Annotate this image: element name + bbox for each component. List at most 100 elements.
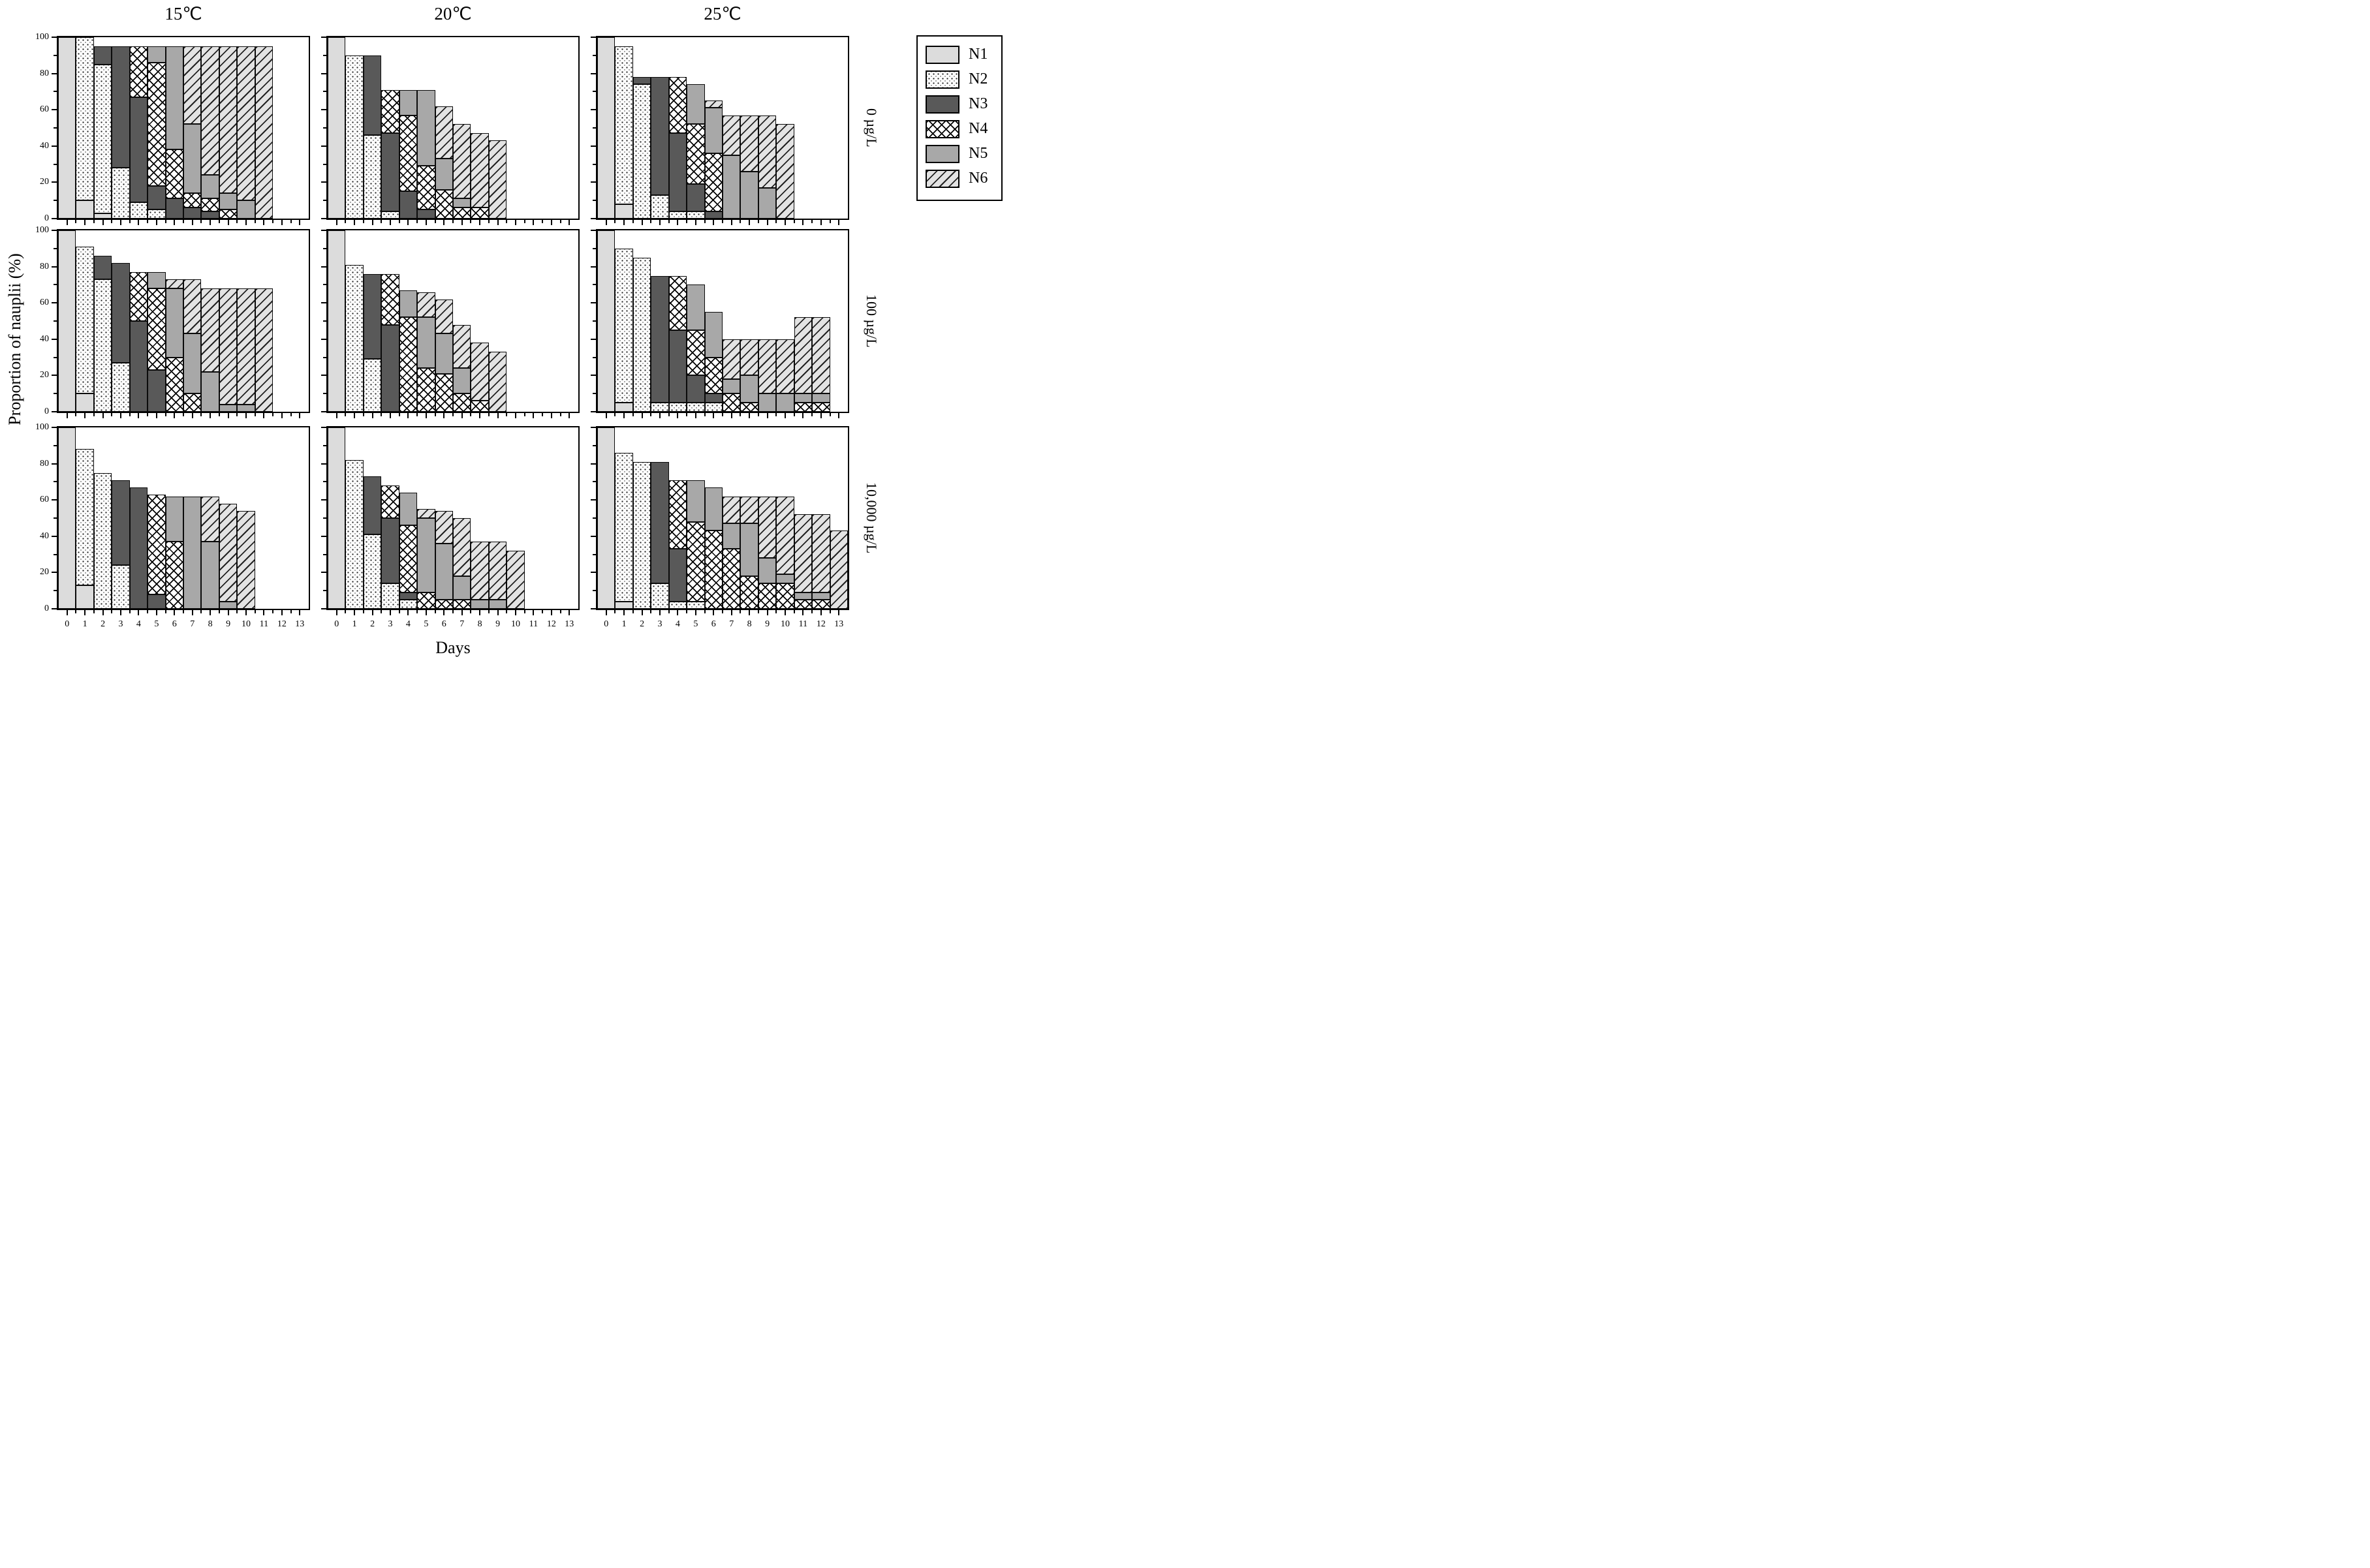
y-minor-tick (54, 553, 57, 555)
bar-day4-segment-n3 (668, 549, 687, 602)
bar-day11-segment-n6 (255, 288, 273, 412)
bar-day11-segment-n6 (255, 46, 273, 219)
bar-day6-segment-n5 (435, 333, 453, 374)
x-minor-tick (362, 610, 364, 613)
x-major-tick (354, 413, 356, 418)
bar-day5-segment-n4 (148, 494, 166, 594)
x-minor-tick (542, 413, 544, 416)
y-major-tick (591, 463, 596, 465)
bar-day3-segment-n2 (112, 168, 130, 219)
x-major-tick (102, 413, 104, 418)
x-tick-label: 6 (441, 619, 446, 629)
y-tick-label: 80 (40, 68, 49, 78)
x-minor-tick (236, 610, 238, 613)
x-minor-tick (740, 220, 741, 223)
x-minor-tick (129, 413, 131, 416)
x-major-tick (191, 610, 193, 615)
x-minor-tick (345, 220, 347, 223)
x-minor-tick (740, 413, 741, 416)
bar-day9-segment-n6 (758, 115, 777, 188)
x-minor-tick (290, 610, 292, 613)
x-minor-tick (488, 610, 490, 613)
legend-item-n3: N3 (926, 94, 995, 114)
x-major-tick (299, 413, 301, 418)
x-major-tick (785, 413, 786, 418)
y-minor-tick (593, 356, 596, 358)
bar-day4-segment-n4 (399, 115, 418, 192)
bar-day4-segment-n2 (399, 600, 418, 609)
bar-day5-segment-n5 (687, 84, 705, 125)
x-minor-tick (632, 413, 634, 416)
y-major-tick (591, 218, 596, 219)
x-major-tick (641, 413, 643, 418)
bar-day7-segment-n5 (453, 368, 471, 394)
x-minor-tick (200, 220, 202, 223)
bar-day6-segment-n4 (704, 530, 723, 609)
x-major-tick (371, 220, 373, 225)
legend-label: N5 (969, 145, 988, 162)
y-minor-tick (593, 444, 596, 446)
x-tick-label: 4 (136, 619, 141, 629)
x-minor-tick (488, 413, 490, 416)
y-minor-tick (54, 517, 57, 519)
x-major-tick (138, 220, 140, 225)
bar-day7-segment-n6 (453, 124, 471, 199)
x-major-tick (227, 610, 229, 615)
bar-day8-segment-n5 (740, 375, 758, 403)
bar-day7-segment-n6 (723, 339, 741, 379)
bar-day7-segment-n5 (723, 523, 741, 549)
bar-day9-segment-n6 (488, 140, 507, 219)
x-minor-tick (523, 220, 525, 223)
y-major-tick (52, 499, 57, 501)
x-tick-label: 9 (495, 619, 501, 629)
bar-day5-segment-n2 (148, 209, 166, 219)
bar-day10-segment-n6 (776, 339, 794, 394)
bar-day8-segment-n5 (740, 523, 758, 576)
x-major-tick (155, 610, 157, 615)
x-major-tick (227, 220, 229, 225)
y-minor-tick (323, 247, 326, 249)
legend-swatch-n4-pattern-icon (926, 119, 959, 138)
x-tick-label: 0 (334, 619, 339, 629)
bar-day11-segment-n6 (794, 317, 813, 394)
x-tick-label: 1 (621, 619, 627, 629)
y-minor-tick (323, 553, 326, 555)
x-major-tick (749, 413, 751, 418)
y-major-tick (52, 338, 57, 340)
bar-day5-segment-n3 (148, 185, 166, 210)
y-major-tick (52, 181, 57, 183)
y-minor-tick (54, 320, 57, 322)
x-minor-tick (740, 610, 741, 613)
x-major-tick (155, 413, 157, 418)
bar-day11-segment-n4 (794, 403, 813, 412)
x-major-tick (641, 220, 643, 225)
y-minor-tick (593, 553, 596, 555)
x-minor-tick (236, 220, 238, 223)
bar-day6-segment-n4 (704, 153, 723, 211)
x-major-tick (659, 413, 661, 418)
row-label-1: 0 µg/L (864, 108, 880, 147)
legend-label: N6 (969, 170, 988, 187)
x-tick-label: 10 (511, 619, 520, 629)
y-major-tick (591, 427, 596, 428)
x-major-tick (569, 220, 570, 225)
x-minor-tick (75, 220, 77, 223)
legend-item-n4: N4 (926, 119, 995, 139)
bar-day9-segment-n5 (758, 187, 777, 219)
x-major-tick (569, 610, 570, 615)
bar-day6-segment-n5 (435, 543, 453, 600)
x-minor-tick (632, 220, 634, 223)
y-minor-tick (593, 320, 596, 322)
bar-day7-segment-n6 (183, 279, 202, 334)
x-minor-tick (111, 413, 113, 416)
x-major-tick (785, 220, 786, 225)
x-major-tick (802, 220, 804, 225)
y-major-tick (591, 572, 596, 574)
bar-day9-segment-n5 (219, 404, 238, 412)
y-major-tick (591, 499, 596, 501)
bar-day9-segment-n4 (758, 583, 777, 609)
bar-day12-segment-n4 (812, 600, 830, 609)
bar-day5-segment-n4 (148, 288, 166, 371)
x-tick-label: 8 (747, 619, 752, 629)
x-minor-tick (75, 610, 77, 613)
